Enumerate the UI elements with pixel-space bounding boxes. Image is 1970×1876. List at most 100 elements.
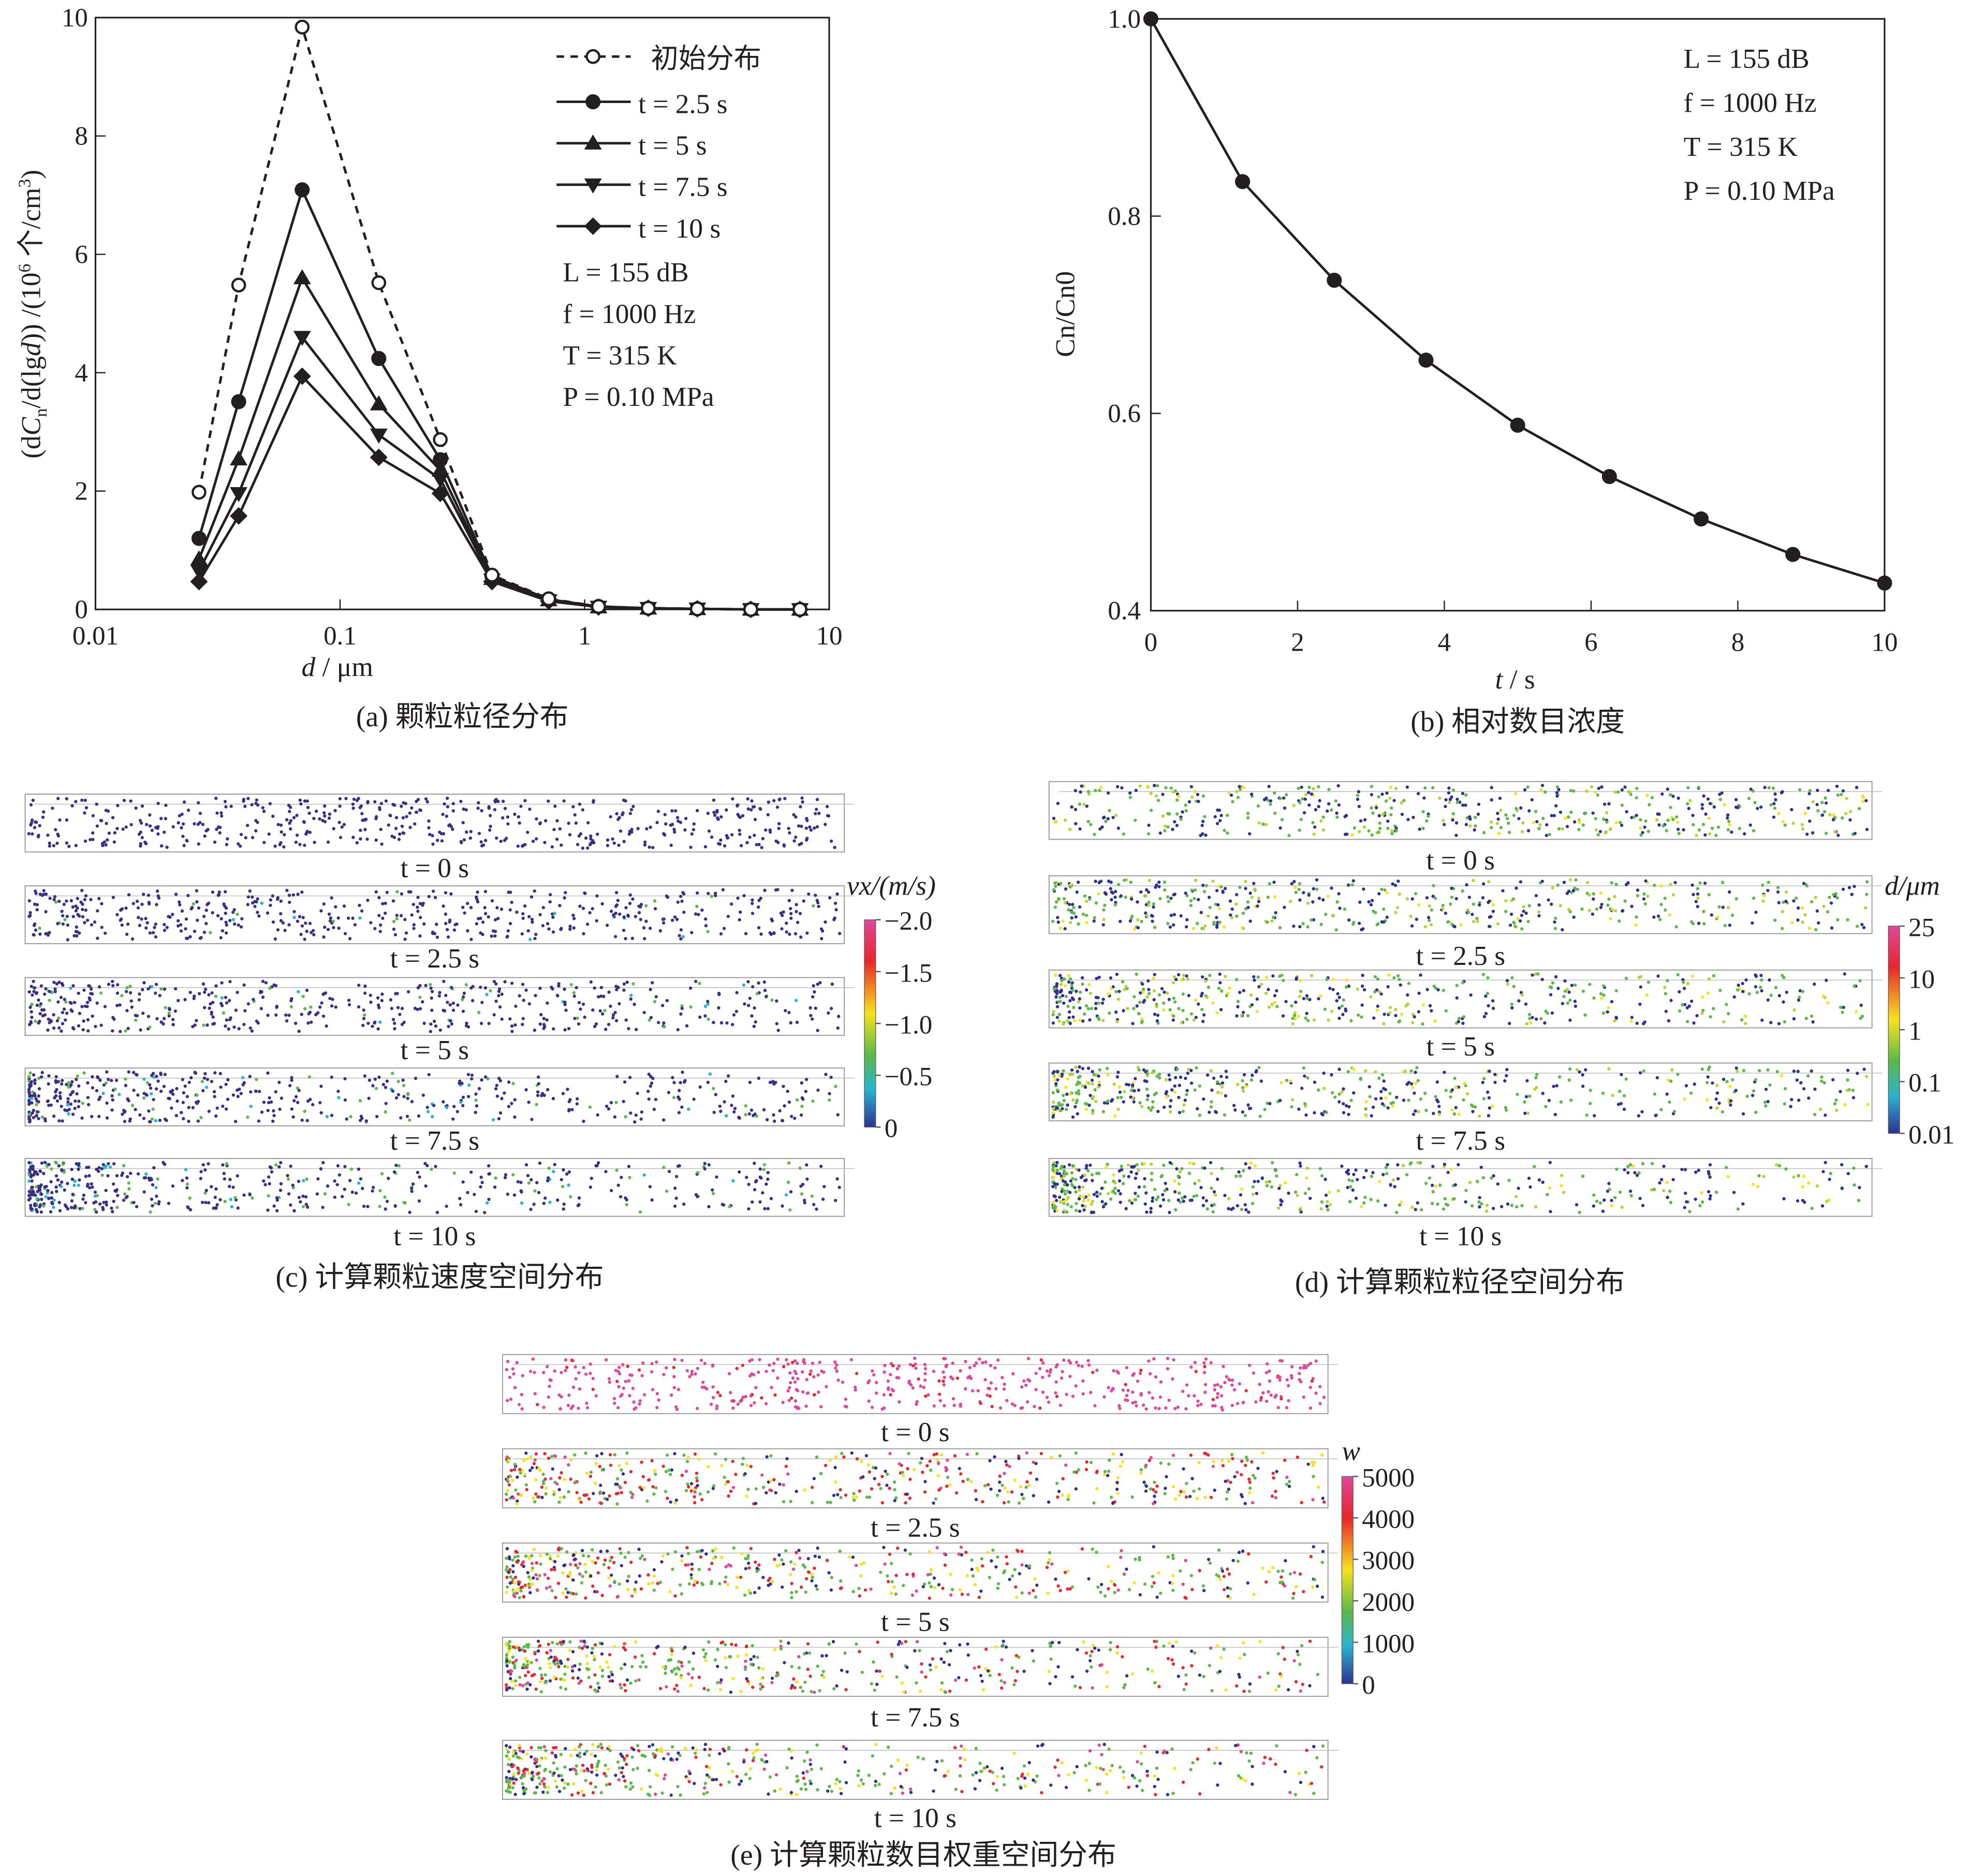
particle [1421, 1022, 1424, 1026]
particle [1550, 986, 1553, 990]
particle [83, 898, 86, 901]
particle [29, 1083, 33, 1088]
particle [254, 819, 258, 823]
particle [511, 1082, 515, 1086]
particle [408, 1118, 411, 1122]
particle [719, 1109, 723, 1113]
particle [248, 889, 252, 893]
particle [1209, 1069, 1213, 1073]
particle [120, 917, 123, 921]
particle [45, 1184, 48, 1189]
particle [1530, 798, 1534, 802]
particle [822, 1184, 826, 1189]
particle [1235, 1014, 1239, 1018]
particle [1231, 800, 1234, 803]
particle [358, 916, 362, 920]
particle [1380, 887, 1384, 891]
particle [1766, 889, 1770, 892]
particle [631, 982, 635, 986]
particle [1641, 831, 1644, 834]
particle [625, 980, 629, 984]
particle [585, 922, 590, 926]
particle [435, 922, 438, 926]
particle [1270, 919, 1274, 923]
particle [106, 809, 110, 813]
particle [220, 929, 225, 933]
particle [1051, 1013, 1055, 1017]
particle [171, 1023, 175, 1027]
particle [1063, 977, 1066, 981]
particle [1599, 905, 1603, 910]
particle [152, 1166, 156, 1170]
particle [1129, 1089, 1134, 1092]
particle [54, 1079, 57, 1082]
particle [1842, 1005, 1845, 1009]
particle [1068, 977, 1072, 981]
particle [48, 990, 52, 993]
particle [88, 998, 92, 1002]
particle [1210, 1088, 1214, 1092]
particle [1758, 1068, 1761, 1073]
particle [1173, 1000, 1177, 1004]
particle [1137, 1088, 1141, 1092]
particle [199, 936, 203, 940]
particle [30, 985, 33, 988]
particle [52, 844, 56, 847]
particle [1639, 826, 1642, 830]
particle [1289, 1079, 1292, 1083]
particle [1352, 1172, 1356, 1176]
particle [792, 839, 796, 843]
particle [1581, 1073, 1584, 1077]
particle [1471, 913, 1474, 916]
particle [1730, 830, 1733, 834]
particle [86, 918, 90, 922]
particle [1840, 793, 1843, 796]
particle [1189, 1012, 1193, 1016]
particle [65, 1082, 68, 1087]
particle [123, 1120, 127, 1123]
particle [1863, 906, 1868, 910]
particle [1631, 1164, 1635, 1168]
particle-strip [24, 977, 855, 1036]
particle [1263, 1108, 1267, 1111]
particle [1197, 1179, 1201, 1182]
particle [1835, 784, 1839, 788]
particle [817, 812, 821, 815]
particle [143, 1176, 148, 1180]
particle [91, 814, 95, 817]
particle [523, 904, 527, 908]
particle [178, 903, 182, 907]
particle [444, 993, 448, 998]
particle [330, 1113, 334, 1117]
particle [294, 840, 298, 844]
particle [1432, 884, 1435, 887]
particle [725, 1114, 728, 1118]
particle [713, 891, 717, 895]
particle [739, 844, 743, 847]
particle [1094, 1100, 1098, 1104]
particle [1208, 1110, 1211, 1114]
particle [52, 1013, 55, 1017]
particle [1063, 818, 1067, 822]
particle [1616, 1103, 1620, 1106]
particle [71, 1112, 75, 1116]
particle [607, 1107, 611, 1111]
particle [184, 917, 188, 921]
particle [682, 1202, 686, 1206]
particle [338, 797, 342, 801]
particle [1717, 1102, 1721, 1105]
particle [1792, 899, 1796, 903]
particle [1781, 820, 1785, 824]
particle [63, 1188, 66, 1192]
particle [1256, 904, 1259, 908]
particle [518, 994, 521, 998]
particle [77, 1100, 81, 1103]
particle [54, 828, 57, 831]
particle [596, 1161, 600, 1165]
particle [267, 1101, 271, 1105]
particle [480, 1001, 484, 1004]
particle [1703, 882, 1707, 885]
particle [1292, 880, 1296, 884]
particle [1081, 1067, 1084, 1071]
particle [1644, 819, 1648, 823]
